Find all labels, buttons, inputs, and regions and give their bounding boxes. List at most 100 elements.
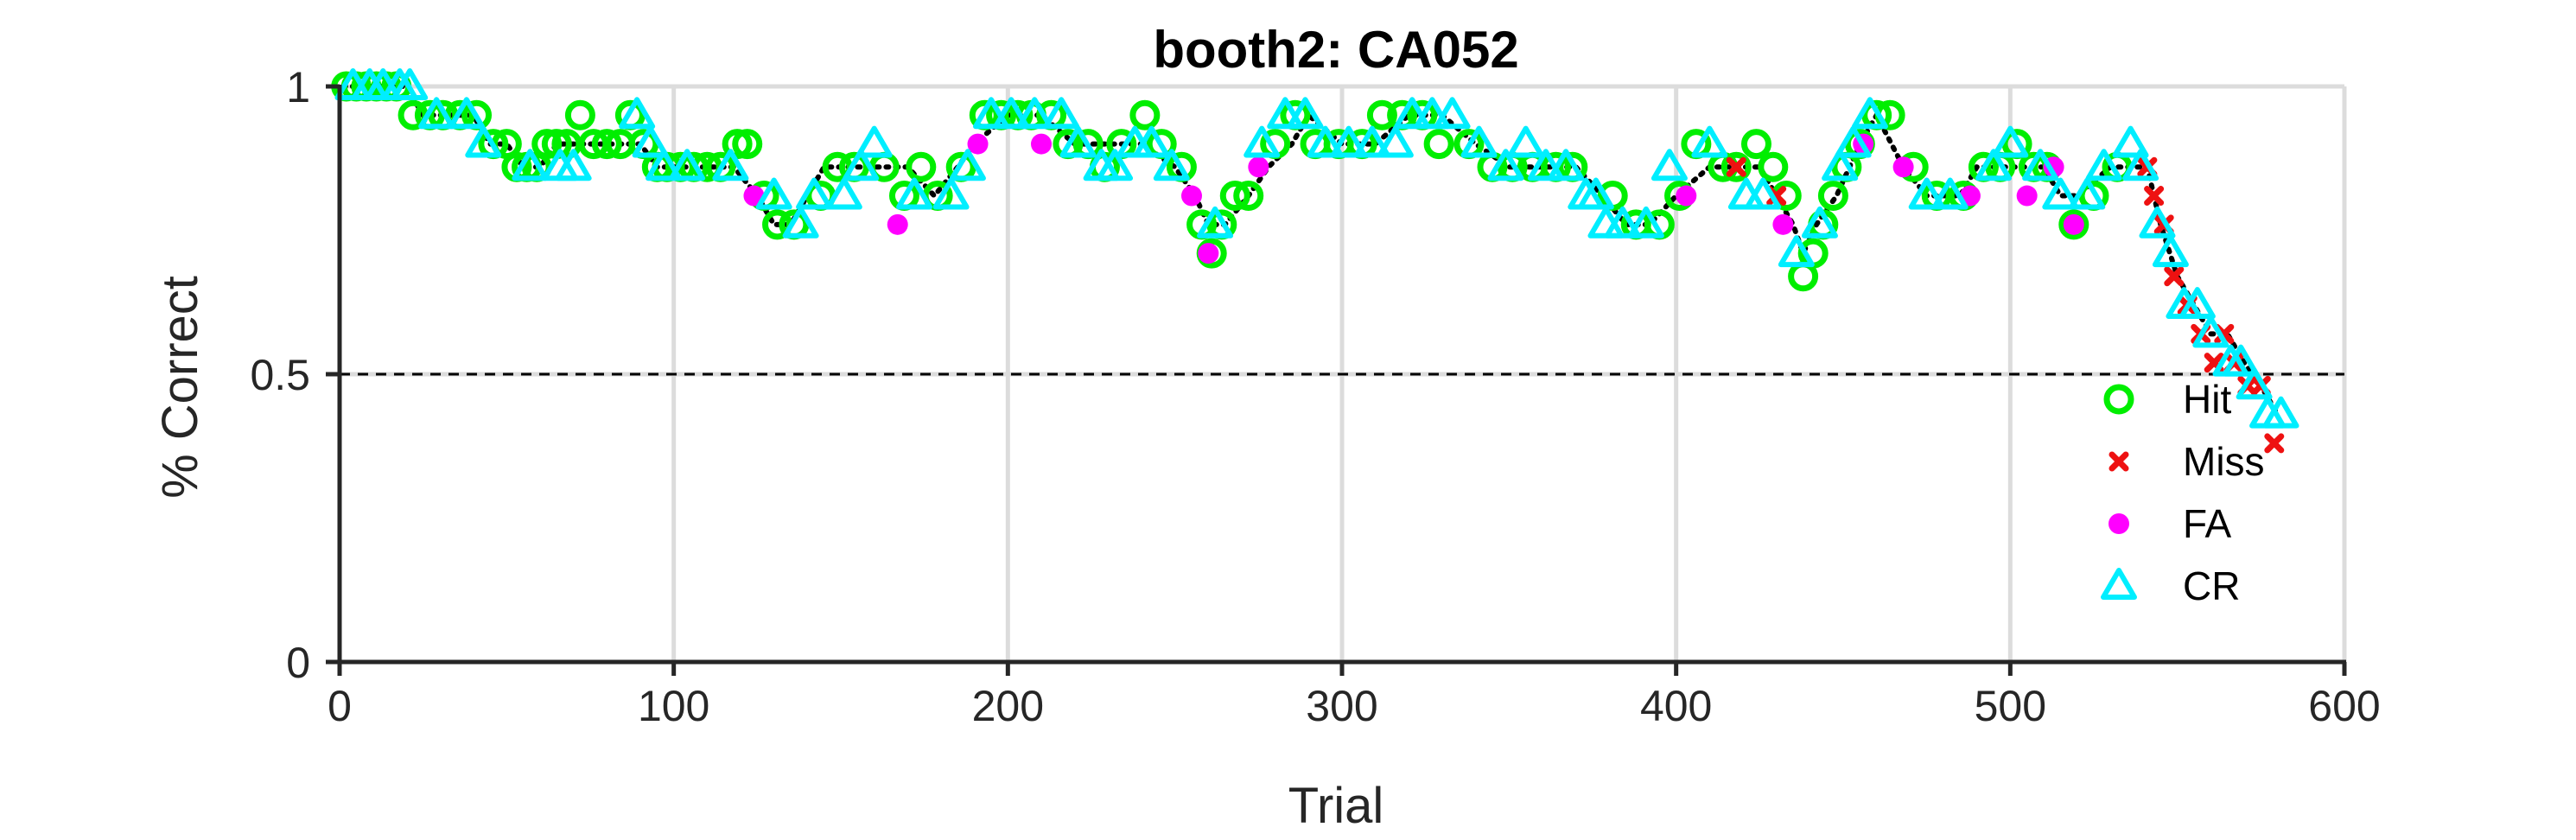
hit-marker [531,129,563,160]
chart-title: booth2: CA052 [1153,21,1518,79]
cr-marker [949,149,986,181]
cr-marker [1434,97,1471,130]
legend: Hit Miss FA CR [2101,377,2265,608]
x-tick-label: 100 [638,682,709,730]
cr-marker [1908,177,1945,210]
legend-entry-cr: CR [2101,563,2240,608]
cr-marker [1133,125,1170,158]
cr-marker [782,206,819,239]
cr-marker [1975,149,2012,181]
cr-marker [755,177,792,210]
legend-entry-miss: Miss [2109,439,2265,484]
cr-marker [1153,149,1190,181]
cr-marker [1267,97,1304,130]
cr-marker [2112,125,2149,158]
hit-marker [732,129,763,160]
cr-marker [669,149,706,181]
tick-labels: 0 100 200 300 400 500 600 0 0.5 1 [250,63,2380,730]
cr-marker [1016,97,1053,130]
cr-marker [2069,177,2106,210]
miss-marker [2144,186,2165,207]
cr-marker [1604,206,1641,239]
cr-marker [2178,287,2216,320]
cr-marker [1801,206,1838,239]
cr-marker [993,97,1030,130]
cr-marker [632,125,669,158]
cr-marker [1043,97,1080,130]
cr-marker [1460,125,1498,158]
cr-marker [418,97,455,130]
hit-marker [1423,129,1454,160]
x-axis-label: Trial [1288,778,1384,834]
data-markers [331,68,2299,454]
x-tick-label: 500 [1975,682,2046,730]
cr-marker [2122,149,2159,181]
miss-marker [2264,433,2285,454]
fa-marker [1198,243,1219,264]
cr-marker [1931,177,1969,210]
cr-marker [1377,125,1414,158]
cr-marker [448,97,485,130]
cr-marker [1507,125,1544,158]
cr-marker [619,97,656,130]
fa-marker [1772,213,1794,235]
cr-marker [2192,315,2229,348]
legend-cr-label: CR [2183,563,2240,608]
cr-marker [855,125,893,158]
hit-marker [906,151,937,182]
cr-marker [2085,149,2122,181]
fa-marker [1248,156,1269,178]
cr-marker [2152,235,2189,268]
cr-marker [712,149,749,181]
cr-marker [1394,97,1431,130]
hit-marker [1817,181,1848,212]
hit-marker [1219,181,1250,212]
cr-marker [1243,125,1281,158]
cr-marker [1330,125,1367,158]
cr-marker [1577,177,1614,210]
cr-marker [1822,149,1859,181]
cr-marker [512,149,549,181]
cr-marker [465,125,502,158]
fa-marker [1676,185,1697,207]
hit-marker [564,99,595,130]
hit-marker [1366,99,1397,130]
hit-marker [1721,151,1752,182]
cr-marker [1414,97,1451,130]
cr-marker [1651,149,1688,181]
fa-marker [2016,185,2038,207]
legend-cr-marker [2101,568,2137,600]
cr-marker [2139,206,2176,239]
cr-marker [1527,149,1564,181]
y-tick-label: 0 [286,639,310,687]
hit-marker [722,129,753,160]
fa-marker [887,213,908,235]
cr-marker [1627,206,1664,239]
hit-marker [2058,209,2089,240]
cr-marker [1691,125,1728,158]
legend-fa-marker [2109,513,2129,534]
cr-marker [1307,125,1344,158]
cr-marker [2262,396,2299,429]
cr-marker [2022,149,2059,181]
hit-marker [1129,99,1161,130]
legend-miss-label: Miss [2183,439,2265,484]
fa-marker [967,133,989,155]
y-tick-label: 1 [286,63,310,111]
x-tick-label: 600 [2308,682,2380,730]
cr-marker [2042,177,2079,210]
cr-marker [843,149,880,181]
cr-marker [1353,125,1390,158]
legend-hit-label: Hit [2183,377,2231,422]
legend-entry-hit: Hit [2103,377,2231,422]
x-tick-label: 200 [972,682,1044,730]
cr-marker [932,177,970,210]
cr-marker [1287,97,1324,130]
fa-marker [1892,156,1914,178]
x-tick-label: 400 [1640,682,1712,730]
series-cr [334,68,2299,429]
cr-marker [1197,206,1234,239]
hit-marker [1233,181,1264,212]
y-axis-label: % Correct [152,276,208,499]
